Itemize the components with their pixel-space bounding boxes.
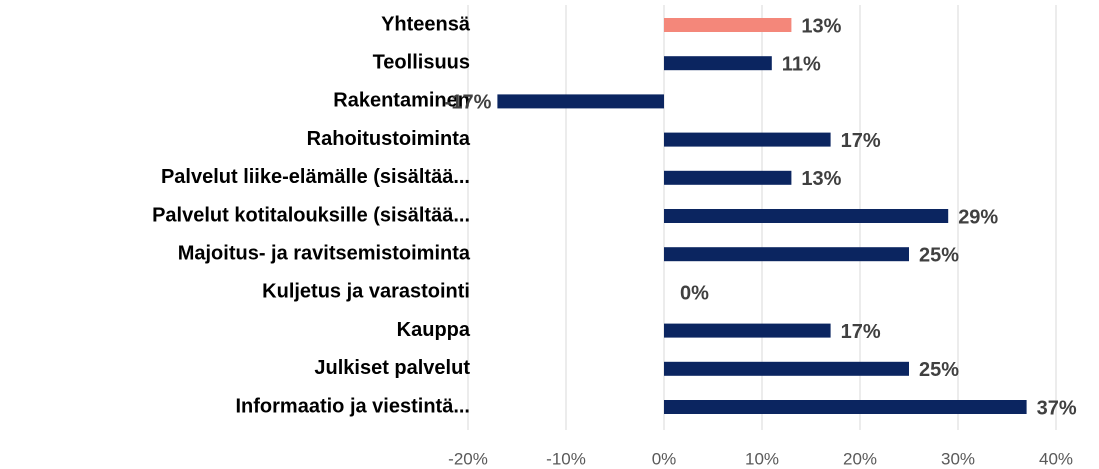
bar xyxy=(664,132,831,147)
x-tick-label: -10% xyxy=(546,449,586,468)
value-label: 37% xyxy=(1037,397,1077,419)
bar xyxy=(664,209,949,223)
bar xyxy=(664,18,792,32)
value-label: 17% xyxy=(841,130,881,152)
bar xyxy=(664,361,909,376)
category-label: Palvelut kotitalouksille (sisältää... xyxy=(152,204,470,226)
category-label: Yhteensä xyxy=(381,13,471,35)
bar xyxy=(664,247,909,262)
category-label: Informaatio ja viestintä... xyxy=(235,395,470,417)
x-tick-label: 30% xyxy=(941,449,975,468)
category-label: Kuljetus ja varastointi xyxy=(262,281,470,303)
value-label: 13% xyxy=(801,168,841,190)
bar xyxy=(497,94,664,109)
bar xyxy=(664,170,792,185)
bar xyxy=(664,400,1027,414)
value-label: 11% xyxy=(782,53,821,75)
value-label: 13% xyxy=(801,15,841,37)
category-label: Julkiset palvelut xyxy=(314,357,470,379)
x-tick-label: -20% xyxy=(448,449,488,468)
value-label: 29% xyxy=(958,206,998,228)
bar xyxy=(664,56,772,71)
x-tick-label: 40% xyxy=(1039,449,1073,468)
bar xyxy=(664,323,831,338)
x-tick-label: 10% xyxy=(745,449,779,468)
category-label: Palvelut liike-elämälle (sisältää... xyxy=(161,166,470,188)
value-label: 25% xyxy=(919,359,959,381)
category-label: Rakentaminen xyxy=(333,90,470,112)
x-tick-label: 20% xyxy=(843,449,877,468)
value-label: 25% xyxy=(919,244,959,266)
value-label: -17% xyxy=(445,92,492,114)
category-label: Kauppa xyxy=(397,319,471,341)
value-label: 0% xyxy=(680,283,709,305)
x-tick-label: 0% xyxy=(652,449,677,468)
category-label: Rahoitustoiminta xyxy=(307,128,471,150)
category-label: Teollisuus xyxy=(373,51,470,73)
category-label: Majoitus- ja ravitsemistoiminta xyxy=(178,242,471,264)
value-label: 17% xyxy=(841,321,881,343)
